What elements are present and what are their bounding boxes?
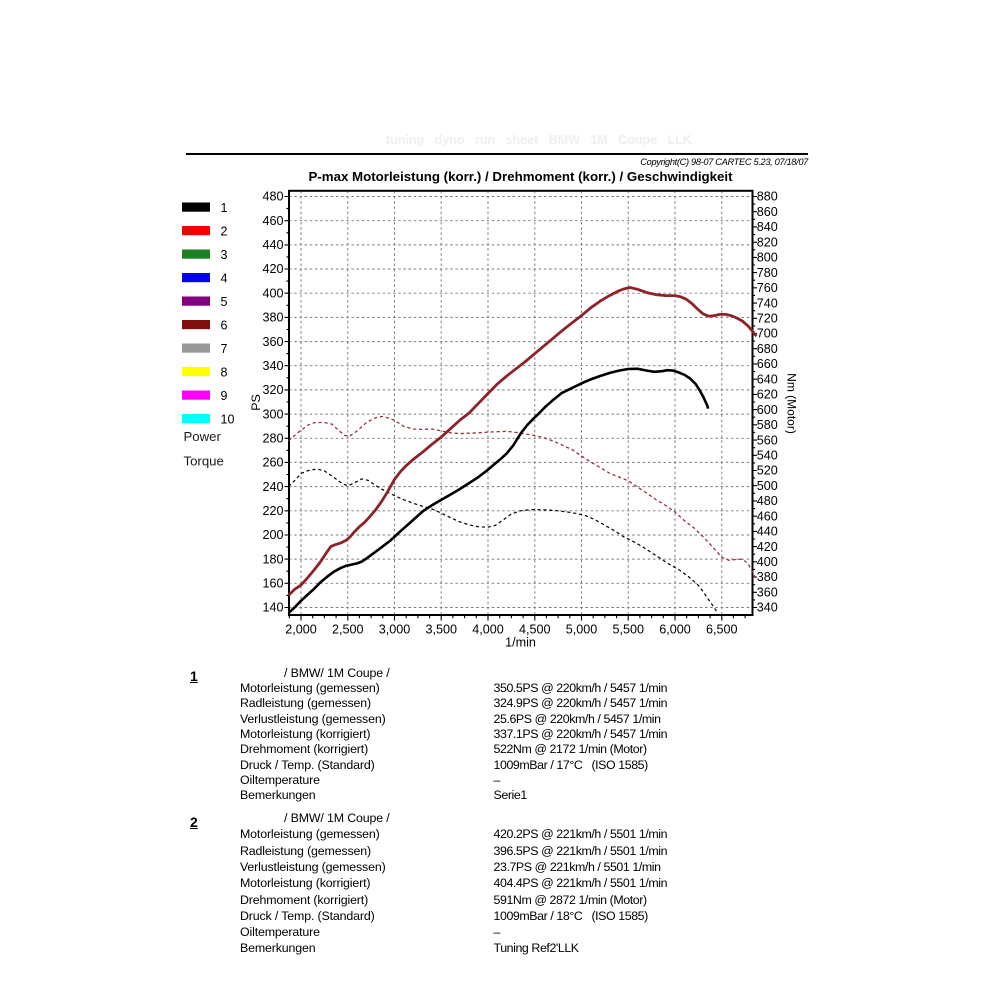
svg-text:580: 580 [757, 418, 778, 432]
svg-text:380: 380 [757, 570, 778, 584]
svg-text:560: 560 [757, 433, 778, 447]
svg-text:620: 620 [757, 388, 778, 402]
svg-text:400: 400 [757, 555, 778, 569]
svg-text:360: 360 [262, 335, 283, 349]
svg-text:5: 5 [221, 295, 228, 309]
svg-text:6,000: 6,000 [659, 622, 691, 636]
svg-text:4,000: 4,000 [472, 622, 504, 636]
svg-text:4: 4 [221, 272, 228, 286]
svg-text:240: 240 [262, 480, 283, 494]
svg-text:6,500: 6,500 [706, 622, 738, 636]
svg-text:740: 740 [757, 296, 778, 310]
svg-text:2,500: 2,500 [332, 622, 364, 636]
svg-text:840: 840 [757, 220, 778, 234]
svg-text:5,500: 5,500 [612, 622, 644, 636]
svg-text:460: 460 [757, 509, 778, 523]
svg-text:460: 460 [262, 214, 283, 228]
svg-text:420: 420 [262, 262, 283, 276]
svg-text:340: 340 [262, 359, 283, 373]
svg-text:1: 1 [221, 201, 228, 215]
svg-text:5,000: 5,000 [566, 622, 598, 636]
svg-text:500: 500 [757, 479, 778, 493]
svg-text:520: 520 [757, 464, 778, 478]
svg-text:6: 6 [221, 319, 228, 333]
svg-text:480: 480 [262, 190, 283, 204]
svg-text:320: 320 [262, 383, 283, 397]
svg-text:200: 200 [262, 528, 283, 542]
svg-text:600: 600 [757, 403, 778, 417]
svg-text:2: 2 [221, 225, 228, 239]
svg-text:260: 260 [262, 456, 283, 470]
svg-text:380: 380 [262, 311, 283, 325]
svg-text:3: 3 [221, 248, 228, 262]
svg-text:2,000: 2,000 [285, 622, 317, 636]
svg-text:760: 760 [757, 281, 778, 295]
svg-text:340: 340 [757, 601, 778, 615]
svg-text:PS: PS [249, 394, 263, 411]
svg-text:220: 220 [262, 504, 283, 518]
svg-text:1/min: 1/min [505, 635, 536, 649]
svg-text:9: 9 [221, 389, 228, 403]
svg-text:420: 420 [757, 540, 778, 554]
svg-text:3,000: 3,000 [379, 622, 411, 636]
svg-text:360: 360 [757, 586, 778, 600]
svg-text:440: 440 [262, 238, 283, 252]
svg-text:Power: Power [184, 429, 222, 444]
svg-text:820: 820 [757, 235, 778, 249]
svg-text:300: 300 [262, 407, 283, 421]
svg-text:4,500: 4,500 [519, 622, 551, 636]
svg-text:440: 440 [757, 525, 778, 539]
svg-text:880: 880 [757, 190, 778, 204]
svg-text:140: 140 [262, 601, 283, 615]
svg-text:480: 480 [757, 494, 778, 508]
svg-text:860: 860 [757, 205, 778, 219]
svg-text:Nm (Motor): Nm (Motor) [785, 373, 799, 434]
svg-text:720: 720 [757, 312, 778, 326]
svg-text:640: 640 [757, 372, 778, 386]
svg-text:680: 680 [757, 342, 778, 356]
svg-text:800: 800 [757, 251, 778, 265]
svg-text:7: 7 [221, 342, 228, 356]
svg-text:780: 780 [757, 266, 778, 280]
svg-text:660: 660 [757, 357, 778, 371]
svg-text:160: 160 [262, 577, 283, 591]
svg-text:Torque: Torque [184, 454, 224, 469]
svg-text:540: 540 [757, 449, 778, 463]
svg-text:180: 180 [262, 552, 283, 566]
svg-text:400: 400 [262, 286, 283, 300]
svg-text:8: 8 [221, 366, 228, 380]
svg-text:3,500: 3,500 [425, 622, 457, 636]
svg-text:10: 10 [221, 413, 235, 427]
svg-text:280: 280 [262, 432, 283, 446]
svg-text:700: 700 [757, 327, 778, 341]
